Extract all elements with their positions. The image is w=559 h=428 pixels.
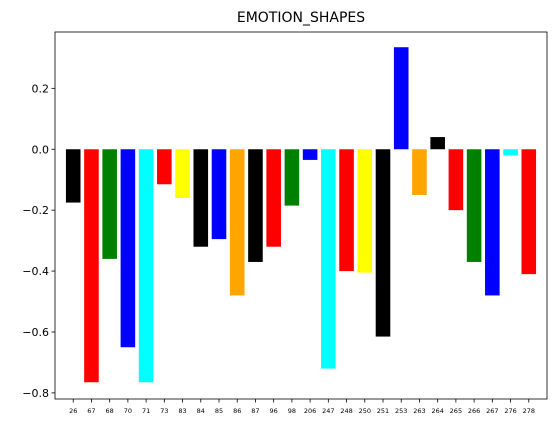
x-axis: 26 67 68 70 71 73 83 84 85 86 87 96 98 206 247 248 250 25… [69, 399, 535, 415]
x-tick-label-70: 70 [124, 407, 132, 415]
bar-85 [211, 149, 227, 240]
x-tick-label-266: 266 [468, 407, 480, 415]
bar-98 [284, 149, 300, 206]
x-tick-label-263: 263 [413, 407, 425, 415]
bar-84 [193, 149, 209, 247]
x-tick-label-276: 276 [504, 407, 516, 415]
x-tick-label-71: 71 [142, 407, 150, 415]
bar-251 [375, 149, 391, 337]
bar-253 [393, 47, 409, 150]
bar-264 [430, 137, 445, 150]
bar-247 [321, 149, 336, 369]
x-tick-label-248: 248 [340, 407, 352, 415]
x-tick-label-84: 84 [197, 407, 205, 415]
bar-83 [175, 149, 190, 198]
plot-frame [54, 31, 548, 400]
x-tick-label-267: 267 [486, 407, 498, 415]
x-tick-label-67: 67 [87, 407, 95, 415]
bar-70 [120, 149, 136, 348]
bar-267 [485, 149, 500, 296]
x-tick-label-73: 73 [160, 407, 168, 415]
y-tick-label: −0.4 [22, 265, 49, 278]
y-tick-label: −0.8 [22, 387, 49, 400]
bar-68 [102, 149, 117, 259]
bar-96 [266, 149, 281, 247]
x-tick-label-253: 253 [395, 407, 407, 415]
bar-250 [357, 149, 373, 273]
x-tick-label-265: 265 [450, 407, 462, 415]
x-tick-label-96: 96 [270, 407, 278, 415]
y-tick-label: −0.2 [22, 204, 49, 217]
x-tick-label-247: 247 [322, 407, 334, 415]
y-tick-label: 0.2 [32, 82, 50, 95]
bars-group [65, 47, 537, 383]
bar-265 [448, 149, 464, 211]
bar-263 [412, 149, 427, 195]
x-tick-label-250: 250 [359, 407, 371, 415]
x-tick-label-87: 87 [251, 407, 259, 415]
bar-86 [229, 149, 245, 296]
x-tick-label-251: 251 [377, 407, 389, 415]
bar-278 [521, 149, 537, 275]
bar-87 [248, 149, 263, 262]
y-tick-label: −0.6 [22, 326, 49, 339]
x-tick-label-98: 98 [288, 407, 296, 415]
bar-26 [65, 149, 81, 203]
x-tick-label-264: 264 [431, 407, 443, 415]
x-tick-label-26: 26 [69, 407, 77, 415]
chart-title: EMOTION_SHAPES [237, 10, 365, 26]
x-tick-label-206: 206 [304, 407, 316, 415]
y-tick-label: 0.0 [32, 143, 50, 156]
bar-206 [302, 149, 318, 160]
bar-266 [466, 149, 482, 262]
bar-276 [503, 149, 518, 156]
y-axis: −0.8 −0.6 −0.4 −0.2 0.0 0.2 [22, 82, 55, 400]
x-tick-label-278: 278 [523, 407, 535, 415]
x-tick-label-85: 85 [215, 407, 223, 415]
x-tick-label-68: 68 [106, 407, 114, 415]
bar-67 [84, 149, 99, 383]
x-tick-label-83: 83 [178, 407, 186, 415]
bar-248 [339, 149, 354, 272]
bar-73 [157, 149, 172, 185]
bar-71 [138, 149, 154, 383]
x-tick-label-86: 86 [233, 407, 241, 415]
